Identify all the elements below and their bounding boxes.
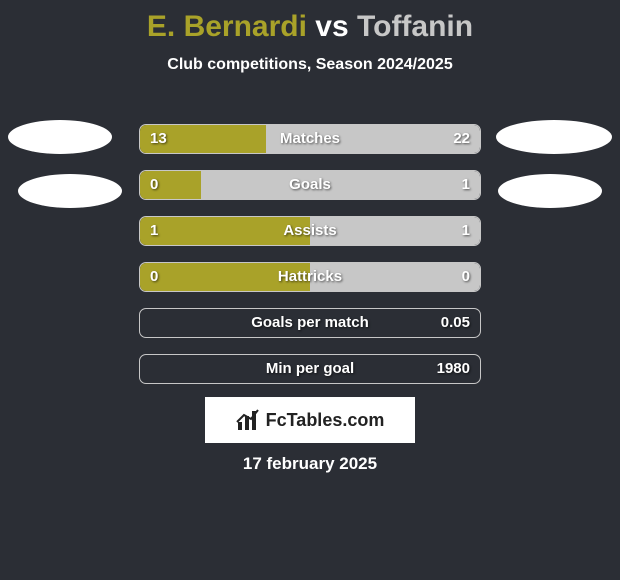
stat-label: Hattricks	[140, 263, 480, 291]
stat-row: Goals per match0.05	[139, 308, 481, 338]
brand-badge: FcTables.com	[205, 397, 415, 443]
stat-label: Matches	[140, 125, 480, 153]
brand-text: FcTables.com	[266, 410, 385, 431]
stat-value-right: 1	[462, 171, 470, 199]
player-avatar	[18, 174, 122, 208]
bar-chart-icon	[236, 408, 260, 432]
player-avatar	[498, 174, 602, 208]
player-avatar	[8, 120, 112, 154]
vs-word: vs	[315, 10, 348, 43]
stat-label: Goals per match	[140, 309, 480, 337]
stat-row: 13Matches22	[139, 124, 481, 154]
date-text: 17 february 2025	[0, 454, 620, 474]
comparison-title: E. Bernardi vs Toffanin	[0, 0, 620, 44]
stats-bars: 13Matches220Goals11Assists10Hattricks0Go…	[139, 124, 481, 400]
stat-value-right: 0.05	[441, 309, 470, 337]
stat-value-right: 1980	[437, 355, 470, 383]
stat-row: 0Goals1	[139, 170, 481, 200]
stat-value-right: 0	[462, 263, 470, 291]
player2-name: Toffanin	[357, 10, 473, 43]
stat-row: 0Hattricks0	[139, 262, 481, 292]
stat-label: Goals	[140, 171, 480, 199]
stat-row: 1Assists1	[139, 216, 481, 246]
stat-label: Assists	[140, 217, 480, 245]
stat-value-right: 1	[462, 217, 470, 245]
subtitle: Club competitions, Season 2024/2025	[0, 56, 620, 74]
stat-value-right: 22	[453, 125, 470, 153]
stat-label: Min per goal	[140, 355, 480, 383]
player1-name: E. Bernardi	[147, 10, 307, 43]
player-avatar	[496, 120, 612, 154]
stat-row: Min per goal1980	[139, 354, 481, 384]
